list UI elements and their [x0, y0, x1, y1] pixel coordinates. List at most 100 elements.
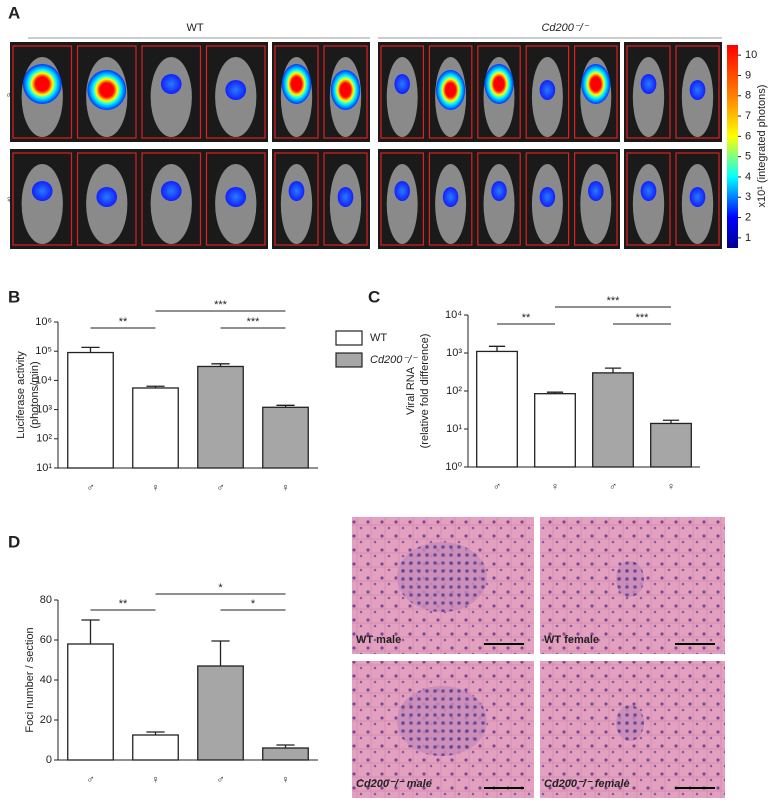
signal	[394, 181, 410, 201]
significance-label: **	[522, 312, 531, 324]
y-tick-label: 80	[40, 594, 52, 606]
y-tick-label: 10¹	[446, 423, 462, 435]
error-bar	[546, 391, 564, 394]
infiltrate	[397, 542, 487, 612]
panel-label: B	[8, 287, 20, 306]
image-label: Cd200⁻/⁻ male	[356, 778, 432, 790]
bar	[132, 734, 179, 761]
legend-swatch	[335, 330, 363, 346]
legend-label: WT	[370, 332, 387, 344]
colorbar-tick-label: 1	[745, 232, 751, 244]
mouse-frame	[477, 152, 521, 246]
signal	[87, 70, 127, 110]
y-tick-label: 0	[46, 754, 52, 766]
colorbar-tick-label: 6	[745, 130, 751, 142]
mouse-frame	[626, 152, 671, 246]
signal	[491, 181, 507, 201]
x-tick-label: ♀	[151, 774, 159, 786]
colorbar-tick-label: 4	[745, 171, 751, 183]
mouse-frame	[428, 45, 473, 139]
y-tick-label: 10⁴	[35, 374, 52, 386]
x-tick-label: ♀	[551, 481, 559, 493]
mouse-frame	[573, 152, 618, 246]
error-bar	[211, 363, 230, 367]
colorbar-tick-label: 5	[745, 151, 751, 163]
signal	[394, 74, 410, 94]
colorbar-tick-label: 2	[745, 211, 751, 223]
mouse-body	[150, 164, 192, 244]
bar	[262, 406, 309, 469]
signal	[288, 181, 305, 201]
bar	[132, 387, 179, 469]
signal	[281, 64, 312, 104]
y-axis-label: Luciferase activity	[15, 351, 27, 439]
mouse-frame	[380, 152, 425, 246]
mouse-frame	[428, 152, 473, 246]
error-bar	[146, 385, 165, 388]
signal	[160, 74, 182, 94]
image-label: WT female	[544, 634, 599, 646]
x-tick-label: ♂	[216, 482, 224, 494]
mouse-body	[632, 164, 665, 244]
error-bar	[276, 404, 295, 408]
error-bar	[662, 419, 680, 424]
signal	[96, 187, 118, 207]
y-axis-label: Foci number / section	[24, 627, 36, 732]
x-tick-label: ♂	[86, 774, 94, 786]
mouse-body	[21, 164, 63, 244]
y-tick-label: 10³	[446, 347, 462, 359]
y-tick-label: 10⁴	[445, 309, 462, 321]
error-bar	[604, 367, 622, 373]
significance-label: ***	[607, 295, 621, 307]
mouse-frame	[141, 45, 202, 139]
group-label: WT	[186, 22, 203, 34]
colorbar-tick-label: 3	[745, 191, 751, 203]
x-tick-label: ♂	[493, 481, 501, 493]
mouse-frame	[76, 45, 137, 139]
bar	[476, 350, 518, 468]
signal	[588, 181, 604, 201]
colorbar-tick-label: 7	[745, 110, 751, 122]
mouse-frame	[477, 45, 521, 139]
panel-label: D	[8, 532, 20, 551]
bar	[197, 365, 244, 469]
x-tick-label: ♀	[281, 482, 289, 494]
y-tick-label: 10³	[36, 404, 52, 416]
x-tick-label: ♂	[216, 774, 224, 786]
colorbar	[727, 45, 738, 248]
signal	[581, 64, 611, 104]
panel-label: C	[368, 287, 380, 306]
x-tick-label: ♂	[609, 481, 617, 493]
mouse-frame	[12, 152, 73, 246]
significance-label: ***	[214, 299, 228, 311]
mouse-frame	[205, 152, 266, 246]
signal	[689, 80, 706, 100]
bar	[262, 747, 309, 761]
y-axis-label: (relative fold difference)	[419, 334, 431, 449]
mouse-frame	[573, 45, 618, 139]
colorbar-label: x10¹ (integrated photons)	[756, 85, 768, 208]
y-tick-label: 10⁰	[445, 461, 462, 473]
x-tick-label: ♀	[281, 774, 289, 786]
signal	[539, 187, 556, 207]
significance-label: ***	[247, 316, 261, 328]
imaging-panel	[10, 42, 722, 249]
significance-label: *	[251, 598, 256, 610]
error-bar	[276, 744, 295, 748]
signal	[22, 64, 62, 104]
signal	[539, 80, 556, 100]
legend-label: Cd200⁻/⁻	[370, 354, 418, 366]
significance-label: **	[119, 316, 128, 328]
infiltrate	[397, 686, 487, 756]
signal	[31, 181, 53, 201]
mouse-body	[280, 164, 313, 244]
infiltrate	[616, 705, 644, 741]
bar	[67, 351, 114, 469]
y-axis-label: Viral RNA	[405, 366, 417, 415]
mouse-frame	[76, 152, 137, 246]
x-tick-label: ♂	[86, 482, 94, 494]
infiltrate	[616, 561, 644, 597]
y-tick-label: 10⁵	[35, 345, 52, 357]
signal	[640, 74, 657, 94]
mouse-frame	[525, 152, 570, 246]
